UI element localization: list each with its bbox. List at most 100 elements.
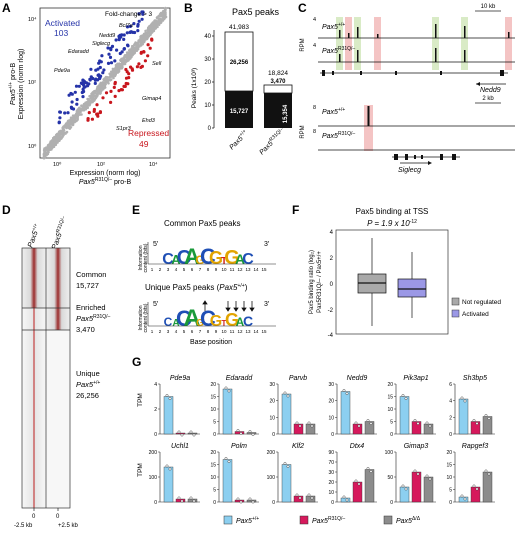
expr-dot — [425, 421, 429, 425]
expr-dot — [475, 487, 479, 491]
panel-c: C 10 kb RPM 4 4 Pax5+/+ Pax5R31Q/– Nedd9… — [298, 1, 515, 174]
expr-bar — [352, 423, 363, 435]
heatmap-unique-count: 26,256 — [76, 391, 99, 400]
heatmap-enriched-gene: Pax5R31Q/– — [76, 314, 111, 323]
scatter-point-unchanged — [156, 20, 159, 24]
expr-dot — [342, 495, 346, 499]
scatter-point-repressed — [112, 85, 116, 89]
expr-tick: 15 — [387, 395, 393, 401]
scatter-point-activated — [101, 71, 105, 75]
highlight-red-1 — [345, 17, 352, 70]
scatter-point-unchanged — [150, 22, 154, 26]
expr-dot — [357, 482, 361, 486]
panel-c-label: C — [298, 1, 307, 15]
highlight-red-3 — [505, 17, 512, 70]
expr-gene-label: Gimap3 — [404, 443, 429, 450]
scatter-point-activated — [106, 46, 110, 50]
scatter-point-activated — [137, 19, 141, 23]
scatter-point-activated — [93, 81, 97, 85]
expr-dot — [236, 497, 240, 501]
heatmap-tick-left: -2.5 kb — [14, 523, 33, 529]
panel-g: G TPM TPM 024Pde9a05101520Edaradd0102030… — [132, 355, 495, 525]
scatter-point-repressed — [135, 65, 139, 69]
scatter-point-unchanged — [59, 137, 63, 140]
scatter-point-repressed — [146, 43, 150, 47]
scatter-point-unchanged — [58, 130, 61, 133]
scatter-point-unchanged — [89, 95, 92, 98]
expr-dot — [487, 472, 491, 476]
bar-wt-unique — [224, 31, 254, 92]
siglecg-peak — [367, 106, 370, 126]
scatter-point-unchanged — [78, 113, 81, 116]
expr-tick: 100 — [267, 475, 276, 481]
panel-a-label: A — [2, 1, 11, 15]
peaks-y-ticks: 0 10 20 30 40 — [204, 34, 211, 132]
scatter-point-repressed — [95, 103, 99, 107]
scatter-point-activated — [74, 84, 79, 88]
panel-f: F Pax5 binding at TSS P = 1.9 x 10-12 4 … — [292, 203, 501, 339]
motif-position: 3 — [167, 267, 170, 272]
rpm-label-2: RPM — [300, 125, 306, 138]
scatter-point-unchanged — [122, 62, 126, 66]
expr-gene-label: Rapgef3 — [462, 443, 489, 450]
motif2-three: 3′ — [264, 301, 270, 308]
scatter-x-label-2: Pax5R31Q/– pro-B — [79, 177, 132, 186]
gene-label-pde9a: Pde9a — [54, 68, 70, 74]
expression-bars: 024Pde9a05101520Edaradd0102030Parvb01020… — [149, 375, 495, 506]
expr-bar — [187, 432, 198, 435]
scatter-point-unchanged — [71, 114, 75, 117]
scatter-point-activated — [141, 10, 145, 14]
panel-f-label: F — [292, 203, 299, 217]
highlight-red-2 — [374, 17, 381, 70]
scatter-point-unchanged — [153, 23, 157, 26]
motif-position: 15 — [261, 267, 267, 272]
expr-bar — [234, 431, 245, 435]
legend-swatch-not-regulated — [451, 297, 460, 306]
scatter-point-activated — [115, 48, 119, 52]
scatter-point-activated — [136, 29, 140, 33]
motif-letter: A — [184, 244, 200, 269]
motif-letter: C — [177, 247, 191, 269]
svg-text:0: 0 — [208, 126, 212, 132]
expr-bar — [423, 476, 434, 503]
scatter-point-unchanged — [162, 15, 166, 19]
motif-position: 8 — [207, 329, 210, 334]
expr-gene-label: Pde9a — [170, 375, 190, 382]
panel-e-label: E — [132, 203, 140, 217]
expr-tick: 4 — [154, 382, 157, 388]
bar-mut-bottom-value: 15,354 — [283, 104, 289, 123]
motif-xlabel: Base position — [190, 339, 232, 346]
scatter-point-activated — [132, 22, 136, 26]
expr-dot — [484, 414, 488, 417]
track1-max: 4 — [313, 17, 316, 23]
motif2-title: Unique Pax5 peaks (Pax5+/+) — [145, 283, 248, 292]
scatter-point-unchanged — [63, 131, 67, 135]
expr-dot — [248, 430, 252, 433]
scatter-point-activated — [113, 59, 117, 63]
expr-dot — [354, 421, 358, 425]
scatter-point-unchanged — [103, 83, 106, 86]
track-wt-label: Pax5+/+ — [322, 22, 345, 31]
scatter-point-activated — [122, 37, 126, 42]
scatter-point-unchanged — [69, 122, 72, 126]
motif2-positions: 1 2 3 4 5 6 7 8 9 10 11 12 13 14 15 — [151, 329, 267, 334]
scatter-point-unchanged — [122, 56, 126, 59]
motif-position: 13 — [245, 329, 251, 334]
expr-dot — [428, 477, 432, 481]
track-mut-label: Pax5R31Q/– — [322, 46, 355, 55]
activated-count: 103 — [54, 28, 68, 38]
expr-dot — [224, 386, 228, 390]
scatter-point-activated — [75, 97, 79, 102]
expr-dot — [428, 424, 432, 428]
track3-max: 8 — [313, 105, 316, 111]
expr-bar — [281, 464, 292, 503]
motif1-five: 5′ — [153, 241, 159, 248]
expr-bar — [293, 495, 304, 503]
scatter-point-unchanged — [155, 24, 158, 28]
expr-bar — [163, 396, 174, 435]
scatter-point-unchanged — [117, 64, 120, 67]
scatter-point-activated — [75, 102, 79, 106]
scatter-x-ticks: 10⁰ 10² 10⁴ — [53, 161, 158, 168]
expr-gene-label: Uchl1 — [171, 443, 189, 450]
expr-dot — [475, 422, 479, 425]
